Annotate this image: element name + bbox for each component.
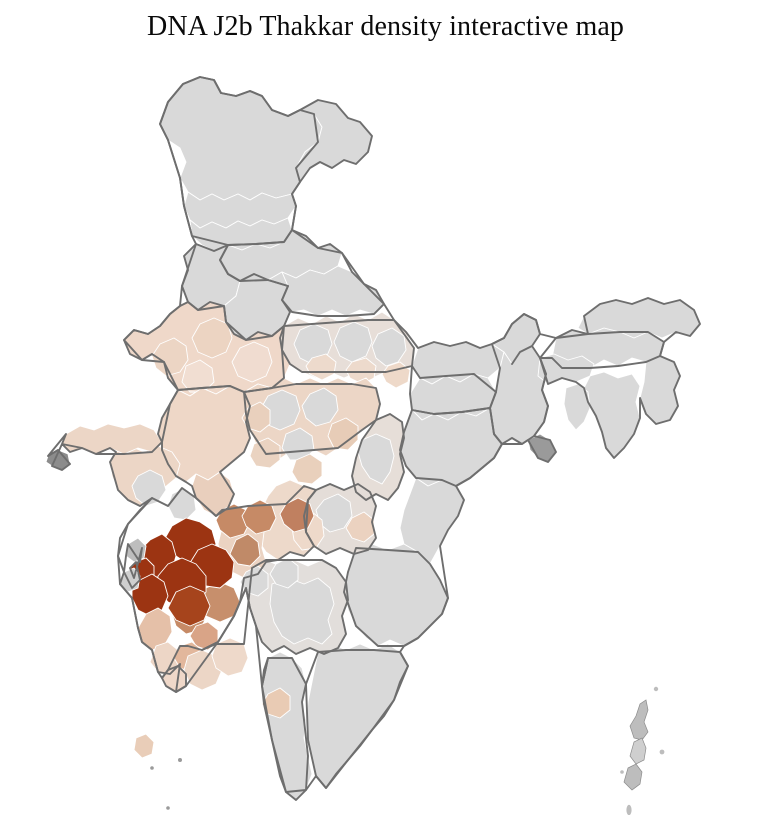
region-group-islands[interactable] — [150, 686, 665, 815]
region-up-pink-a[interactable] — [305, 353, 337, 381]
state-border-overlay — [47, 76, 701, 801]
region-karnataka-pink-b[interactable] — [211, 637, 249, 677]
border-outline-india — [47, 76, 701, 801]
region-tripura-south[interactable] — [563, 383, 591, 431]
region-group-gujarat[interactable] — [45, 385, 251, 521]
region-district-dhule[interactable] — [215, 503, 251, 539]
region-up-district-b[interactable] — [333, 321, 373, 363]
island-andaman-south[interactable] — [623, 763, 643, 791]
island-lakshadweep-b[interactable] — [178, 758, 182, 762]
border-jk — [159, 76, 319, 246]
border-telangana — [303, 483, 377, 555]
border-goa — [161, 665, 187, 693]
border-kerala — [261, 657, 309, 793]
border-karnataka — [201, 559, 349, 655]
border-west-bengal — [489, 313, 549, 445]
island-andaman-middle[interactable] — [629, 737, 647, 765]
region-group-gangetic[interactable] — [279, 311, 415, 389]
region-kerala-coast-pink[interactable] — [133, 733, 155, 759]
border-chhattisgarh — [351, 413, 405, 501]
island-islet-a[interactable] — [653, 686, 659, 692]
region-karnataka-interior-grey[interactable] — [269, 577, 335, 645]
region-chhattisgarh-grey-a[interactable] — [357, 433, 395, 485]
region-district-pune-south[interactable] — [167, 585, 211, 627]
region-telangana-grey-a[interactable] — [315, 493, 353, 533]
region-karnataka-spot-pink[interactable] — [261, 687, 291, 719]
region-district-aurangabad[interactable] — [229, 533, 261, 567]
border-madhya-pradesh — [243, 383, 381, 455]
region-mp-pink-b[interactable] — [327, 417, 359, 451]
page-title: DNA J2b Thakkar density interactive map — [147, 11, 624, 42]
region-district-jalgaon[interactable] — [241, 499, 277, 535]
border-gujarat — [161, 385, 251, 517]
region-mumbai-coast-grey[interactable] — [125, 537, 147, 563]
island-islet-c[interactable] — [620, 770, 624, 774]
region-mp-grey-b[interactable] — [301, 387, 339, 427]
border-assam-ne — [539, 331, 665, 369]
region-group-no-data[interactable] — [159, 76, 701, 801]
region-rajasthan-inner-b[interactable] — [231, 341, 273, 383]
border-up — [281, 319, 415, 373]
region-odisha[interactable] — [399, 407, 503, 487]
region-rajasthan-inner-c[interactable] — [151, 337, 189, 377]
island-nicobar-a[interactable] — [626, 804, 632, 815]
region-group-rajasthan[interactable] — [123, 301, 291, 397]
region-tamil-nadu[interactable] — [305, 643, 409, 789]
region-jammu-kashmir[interactable] — [159, 76, 323, 201]
region-group-goa-karnataka[interactable] — [133, 637, 291, 759]
island-lakshadweep-c[interactable] — [166, 806, 170, 810]
border-andhra — [343, 547, 449, 647]
island-islet-b[interactable] — [659, 749, 665, 755]
region-mizoram-tripura[interactable] — [583, 371, 641, 459]
india-choropleth-map[interactable] — [0, 48, 771, 815]
region-mp-pink-d[interactable] — [291, 453, 323, 485]
map-svg[interactable] — [0, 48, 771, 815]
region-up-district-c[interactable] — [371, 327, 407, 367]
region-rajasthan-inner-a[interactable] — [191, 317, 233, 359]
region-telangana-pink-a[interactable] — [345, 511, 375, 543]
island-andaman-north[interactable] — [629, 699, 649, 741]
region-group-madhya-pradesh[interactable] — [241, 377, 381, 485]
island-lakshadweep-a[interactable] — [150, 766, 154, 770]
border-tamil-nadu — [305, 649, 409, 789]
region-gujarat-grey-a[interactable] — [167, 487, 197, 521]
